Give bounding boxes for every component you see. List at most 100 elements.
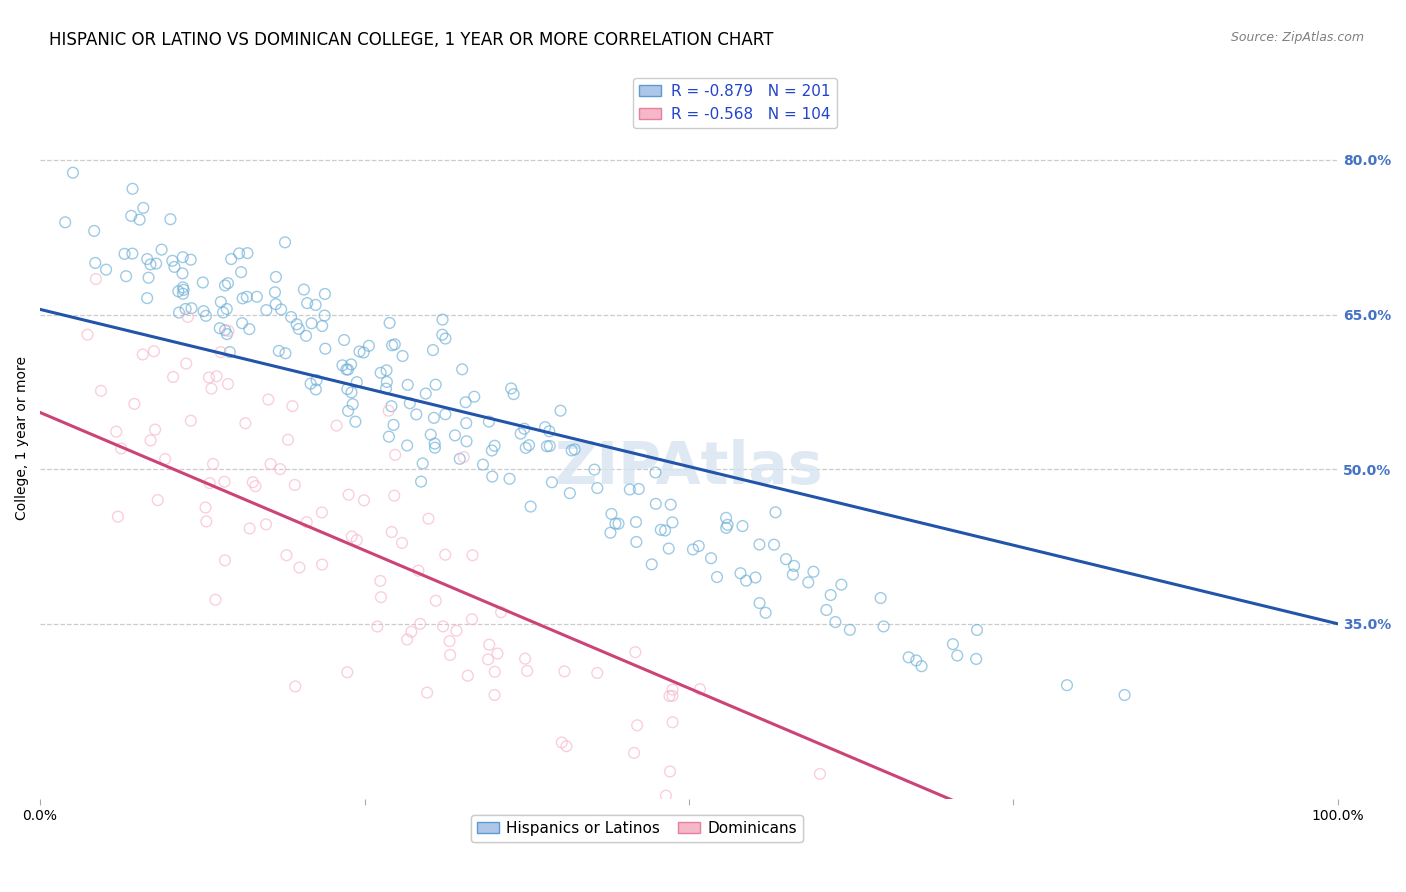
Point <box>194 309 217 323</box>
Point <box>765 505 787 519</box>
Point <box>457 669 479 683</box>
Point <box>439 634 461 648</box>
Point <box>259 457 281 471</box>
Text: Source: ZipAtlas.com: Source: ZipAtlas.com <box>1230 31 1364 45</box>
Point <box>730 566 752 581</box>
Point <box>128 212 150 227</box>
Point <box>236 246 259 260</box>
Point <box>391 349 413 363</box>
Point <box>288 560 311 574</box>
Point <box>658 541 681 556</box>
Point <box>478 415 501 429</box>
Point <box>478 638 501 652</box>
Point <box>214 323 236 337</box>
Point <box>301 316 323 330</box>
Point <box>946 648 969 663</box>
Point <box>550 403 572 417</box>
Point <box>655 789 678 803</box>
Point <box>281 399 304 413</box>
Point <box>714 511 737 525</box>
Point <box>304 298 326 312</box>
Point <box>439 648 461 662</box>
Point <box>195 515 218 529</box>
Point <box>607 516 630 531</box>
Point <box>202 457 225 471</box>
Point <box>167 305 190 319</box>
Point <box>167 285 190 299</box>
Point <box>461 612 484 626</box>
Point <box>84 256 107 270</box>
Point <box>456 416 478 430</box>
Point <box>541 475 564 490</box>
Point <box>162 253 184 268</box>
Point <box>346 375 368 389</box>
Point <box>797 575 820 590</box>
Point <box>423 441 446 455</box>
Point <box>453 450 475 464</box>
Point <box>342 397 364 411</box>
Point <box>644 466 666 480</box>
Point <box>883 874 905 888</box>
Point <box>624 515 647 529</box>
Point <box>600 507 623 521</box>
Point <box>965 652 987 666</box>
Point <box>212 305 235 319</box>
Point <box>314 287 336 301</box>
Point <box>94 262 117 277</box>
Point <box>416 685 439 699</box>
Point <box>1056 678 1078 692</box>
Point <box>446 624 468 638</box>
Point <box>661 516 683 530</box>
Point <box>538 439 561 453</box>
Point <box>204 592 226 607</box>
Point <box>375 375 398 389</box>
Point <box>228 246 250 260</box>
Point <box>292 283 315 297</box>
Point <box>121 246 143 260</box>
Point <box>349 344 371 359</box>
Point <box>564 442 586 457</box>
Point <box>336 665 359 680</box>
Point <box>132 347 155 361</box>
Point <box>142 344 165 359</box>
Point <box>214 475 236 489</box>
Point <box>105 425 128 439</box>
Point <box>172 286 194 301</box>
Point <box>198 476 221 491</box>
Point <box>145 256 167 270</box>
Point <box>136 252 159 266</box>
Point <box>277 433 299 447</box>
Point <box>422 343 444 357</box>
Point <box>299 376 322 391</box>
Point <box>219 252 242 266</box>
Point <box>280 310 302 324</box>
Point <box>716 517 738 532</box>
Point <box>419 427 441 442</box>
Point <box>193 304 215 318</box>
Point <box>150 243 173 257</box>
Text: HISPANIC OR LATINO VS DOMINICAN COLLEGE, 1 YEAR OR MORE CORRELATION CHART: HISPANIC OR LATINO VS DOMINICAN COLLEGE,… <box>49 31 773 49</box>
Point <box>398 396 420 410</box>
Point <box>340 529 363 543</box>
Point <box>295 515 318 529</box>
Point <box>366 619 388 633</box>
Point <box>775 552 797 566</box>
Point <box>515 441 537 455</box>
Point <box>264 297 287 311</box>
Point <box>623 746 645 760</box>
Point <box>357 339 380 353</box>
Point <box>484 439 506 453</box>
Point <box>314 309 336 323</box>
Point <box>432 312 454 326</box>
Point <box>121 182 143 196</box>
Point <box>434 332 457 346</box>
Point <box>707 814 730 829</box>
Point <box>1114 688 1136 702</box>
Point <box>624 645 647 659</box>
Point <box>519 500 541 514</box>
Point <box>382 489 405 503</box>
Point <box>418 511 440 525</box>
Text: ZIPAtlas: ZIPAtlas <box>555 439 824 496</box>
Point <box>217 376 239 391</box>
Point <box>396 632 419 647</box>
